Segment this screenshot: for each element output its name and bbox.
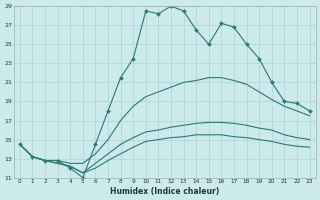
X-axis label: Humidex (Indice chaleur): Humidex (Indice chaleur) [110,187,219,196]
